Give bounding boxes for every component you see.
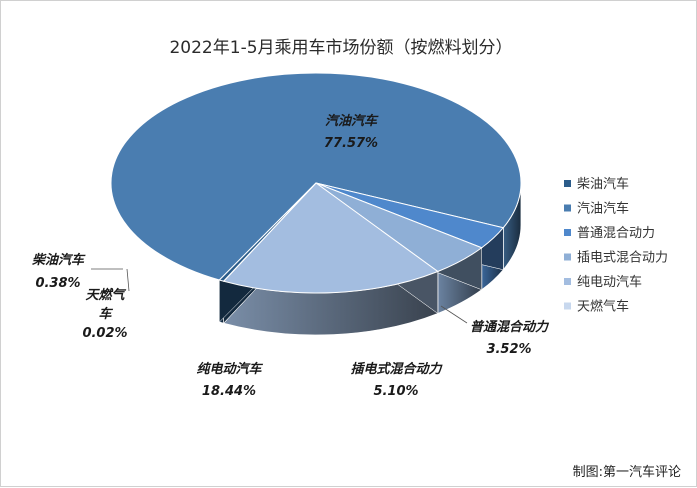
slice-label-value: 5.10%	[373, 384, 418, 399]
legend-label: 天燃气车	[577, 299, 629, 315]
slice-label-name: 天燃气	[85, 287, 126, 303]
slice-label-name: 纯电动汽车	[196, 361, 263, 377]
slice-label-name: 汽油汽车	[325, 113, 379, 129]
slice-label-name: 柴油汽车	[31, 252, 86, 268]
slice-label-value: 3.52%	[486, 342, 531, 357]
legend-label: 柴油汽车	[577, 176, 629, 192]
slice-label-name: 插电式混合动力	[350, 361, 443, 377]
legend-swatch	[564, 180, 571, 187]
legend-swatch	[564, 278, 571, 285]
slice-label-value: 18.44%	[202, 384, 256, 399]
legend-swatch	[564, 303, 571, 310]
leader-line	[127, 269, 129, 291]
legend-label: 普通混合动力	[577, 226, 655, 241]
slice-label-value: 77.57%	[324, 136, 378, 151]
legend-swatch	[564, 229, 571, 236]
slice-label-value: 0.02%	[82, 326, 127, 341]
legend-label: 汽油汽车	[577, 201, 629, 217]
leader-line	[441, 306, 467, 323]
slice-label-name: 普通混合动力	[470, 319, 550, 335]
chart-credit: 制图:第一汽车评论	[573, 464, 681, 480]
slice-label-name-cont: 车	[98, 306, 113, 322]
chart-title: 2022年1-5月乘用车市场份额（按燃料划分）	[169, 38, 512, 58]
legend-label: 纯电动汽车	[577, 274, 642, 290]
legend-swatch	[564, 254, 571, 261]
slice-label-value: 0.38%	[35, 276, 80, 291]
legend-swatch	[564, 205, 571, 212]
legend-label: 插电式混合动力	[577, 251, 668, 266]
